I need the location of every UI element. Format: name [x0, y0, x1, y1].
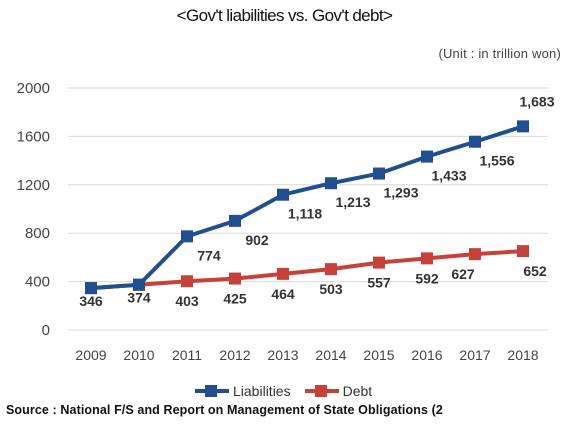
chart-title: <Gov't liabilities vs. Gov't debt> [176, 6, 393, 25]
x-tick-label: 2012 [219, 347, 250, 363]
data-point-liabilities [421, 150, 433, 163]
data-label-liabilities: 1,556 [479, 153, 514, 169]
x-tick-label: 2009 [75, 347, 106, 363]
x-tick-label: 2014 [315, 347, 346, 363]
x-tick-label: 2015 [363, 347, 394, 363]
data-label-debt: 592 [415, 270, 439, 286]
data-point-liabilities [469, 135, 481, 148]
data-point-liabilities [517, 120, 529, 133]
data-label-liabilities: 1,213 [335, 194, 370, 210]
legend-item-liabilities: Liabilities [195, 383, 291, 399]
data-label-debt: 652 [523, 263, 547, 279]
unit-note: (Unit : in trillion won) [438, 46, 561, 61]
data-label-debt: 503 [319, 281, 343, 297]
data-label-liabilities: 1,683 [519, 93, 554, 109]
data-point-liabilities [85, 282, 97, 295]
y-tick-label: 800 [25, 225, 50, 242]
data-point-liabilities [373, 167, 385, 180]
legend-swatch-liabilities [195, 384, 229, 398]
data-label-debt: 374 [127, 290, 151, 306]
data-point-debt [229, 272, 241, 285]
x-tick-label: 2010 [123, 347, 154, 363]
data-label-debt: 464 [271, 286, 295, 302]
x-tick-label: 2018 [507, 347, 538, 363]
line-chart: 2000 1600 1200 800 400 0 2009 2010 2011 2012 2013 2… [17, 80, 555, 363]
y-tick-label: 400 [25, 274, 50, 291]
x-tick-label: 2016 [411, 347, 442, 363]
data-point-liabilities [133, 278, 145, 291]
data-point-liabilities [277, 188, 289, 201]
series-line-liabilities [90, 124, 524, 291]
data-label-liabilities: 1,118 [288, 206, 322, 222]
data-label-liabilities: 1,433 [431, 168, 466, 184]
data-point-debt [325, 263, 337, 276]
y-tick-label: 2000 [17, 80, 50, 97]
data-label-debt: 425 [223, 291, 247, 307]
data-point-debt [181, 275, 193, 288]
data-label-debt: 557 [367, 275, 391, 291]
data-point-debt [469, 248, 481, 261]
y-tick-label: 1600 [17, 128, 50, 145]
series-line-debt [90, 249, 524, 291]
legend-item-debt: Debt [304, 383, 373, 399]
data-point-debt [421, 252, 433, 265]
data-point-liabilities [325, 177, 337, 190]
x-tick-label: 2011 [172, 347, 202, 363]
data-point-liabilities [181, 230, 193, 243]
x-tick-label: 2017 [459, 347, 490, 363]
y-tick-label: 0 [42, 322, 50, 339]
data-label-debt: 403 [175, 293, 199, 309]
y-tick-label: 1200 [17, 177, 50, 194]
data-point-debt [373, 256, 385, 269]
source-note: Source : National F/S and Report on Mana… [6, 403, 443, 417]
legend-label-liabilities: Liabilities [233, 383, 291, 399]
data-label-liabilities: 902 [245, 232, 269, 248]
legend-label-debt: Debt [342, 383, 373, 399]
data-point-liabilities [229, 214, 241, 227]
data-label-liabilities: 1,293 [383, 185, 418, 201]
data-label-debt: 346 [79, 293, 103, 309]
data-point-debt [277, 267, 289, 280]
data-label-debt: 627 [451, 266, 475, 282]
legend-swatch-debt [304, 384, 339, 398]
data-label-liabilities: 774 [197, 247, 221, 263]
data-point-debt [517, 245, 529, 258]
legend: Liabilities Debt [195, 383, 386, 399]
x-tick-label: 2013 [267, 347, 298, 363]
